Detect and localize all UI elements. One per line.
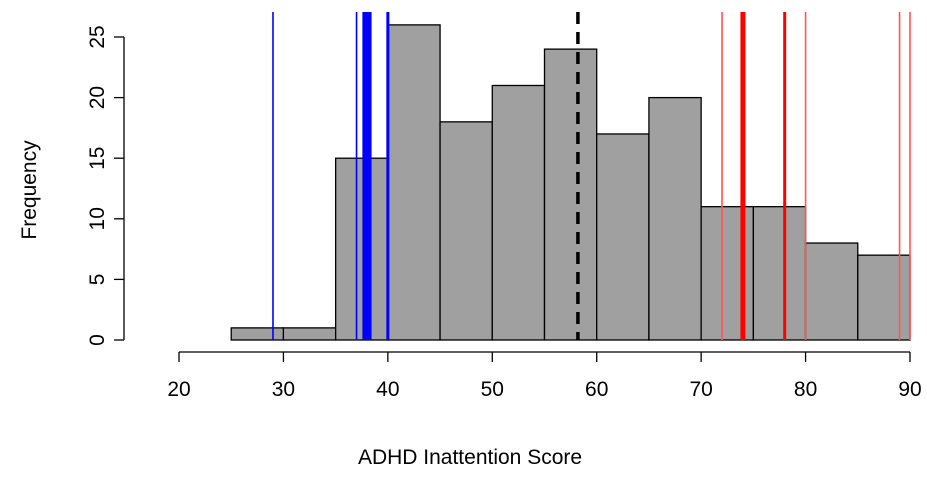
bars-layer	[230, 24, 911, 341]
x-tick-label: 80	[794, 378, 817, 401]
y-axis-title: Frequency	[18, 140, 41, 240]
x-tick-label: 60	[585, 378, 608, 401]
histogram-bar	[857, 254, 911, 341]
histogram-bar	[387, 24, 441, 341]
histogram-bar	[700, 206, 755, 341]
histogram-bar	[334, 157, 389, 341]
histogram-bar	[230, 327, 285, 341]
histogram-bar	[491, 84, 546, 341]
x-tick-label: 20	[167, 378, 190, 401]
x-tick-label: 40	[376, 378, 399, 401]
x-tick-label: 70	[689, 378, 712, 401]
histogram-bar	[282, 327, 337, 341]
y-tick-label: 25	[86, 25, 109, 48]
y-tick-label: 15	[86, 147, 109, 170]
histogram-bar	[543, 48, 598, 341]
histogram-bar	[648, 96, 702, 341]
x-tick-label: 30	[272, 378, 295, 401]
histogram-bar	[752, 206, 807, 341]
reference-lines-layer	[272, 12, 911, 340]
x-axis: 20 30 40 50 60 70 80 90	[167, 351, 922, 401]
histogram-bar	[596, 133, 650, 341]
x-tick-label: 90	[898, 378, 921, 401]
histogram-bar	[439, 121, 493, 341]
y-tick-label: 5	[86, 274, 109, 286]
x-tick-label: 50	[481, 378, 504, 401]
y-axis: 0 5 10 15 20 25	[86, 25, 125, 346]
y-tick-label: 10	[86, 207, 109, 230]
histogram-bar	[804, 242, 859, 341]
y-tick-label: 20	[86, 86, 109, 109]
x-axis-title: ADHD Inattention Score	[358, 446, 582, 469]
y-tick-label: 0	[86, 334, 109, 346]
